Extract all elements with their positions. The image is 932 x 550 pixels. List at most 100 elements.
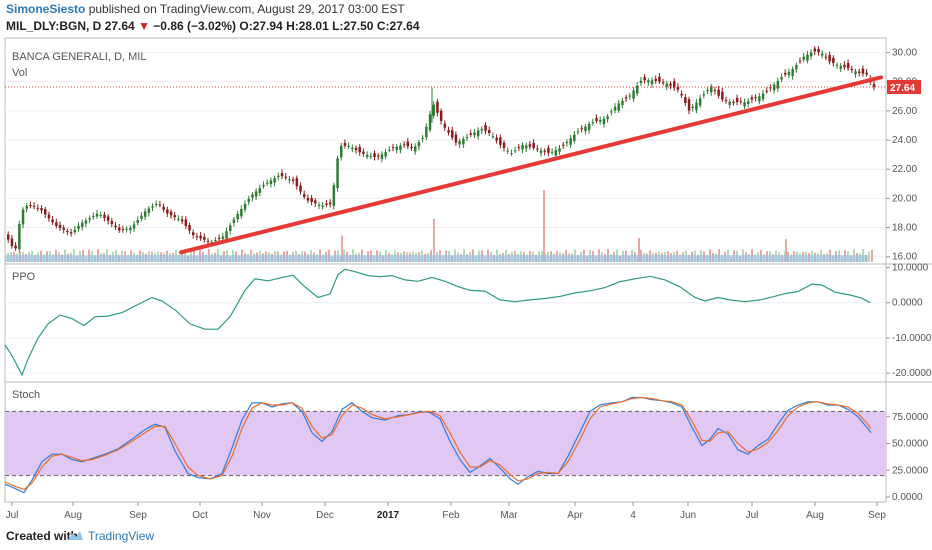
candle-body xyxy=(580,128,583,130)
candle-body xyxy=(661,82,665,84)
stoch-line-k xyxy=(4,396,872,494)
stoch-axis-label: 0.0000 xyxy=(892,492,923,503)
candle-body xyxy=(488,130,491,134)
chart-canvas[interactable]: 16.0018.0020.0022.0024.0026.0028.0030.00… xyxy=(0,36,932,521)
candle-body xyxy=(602,118,606,125)
candle-body xyxy=(266,182,269,184)
candle-body xyxy=(214,240,217,242)
stoch-axis-label: 25.0000 xyxy=(892,465,929,476)
candle-body xyxy=(236,213,239,220)
price-axis-label: 16.00 xyxy=(892,252,917,263)
candle-body xyxy=(358,146,361,153)
candle-body xyxy=(325,203,328,205)
change-value: −0.86 (−3.02%) xyxy=(153,19,237,33)
candle-body xyxy=(691,106,694,109)
candle-body xyxy=(169,211,173,216)
candle-body xyxy=(517,147,521,149)
stoch-band xyxy=(5,411,886,476)
candle-body xyxy=(328,202,332,205)
candle-body xyxy=(628,95,632,97)
candle-body xyxy=(217,237,221,239)
x-axis-label: Aug xyxy=(806,510,824,521)
x-axis-label: Sep xyxy=(868,510,886,521)
volume-bar xyxy=(638,238,640,262)
x-axis-label: Dec xyxy=(316,510,334,521)
candle-body xyxy=(591,122,595,124)
chart-header: SimoneSiesto published on TradingView.co… xyxy=(0,0,932,36)
candle-body xyxy=(10,238,14,247)
candle-body xyxy=(44,209,47,215)
candle-body xyxy=(698,98,702,106)
candle-body xyxy=(865,72,868,75)
candle-body xyxy=(114,225,117,228)
candle-body xyxy=(621,100,624,106)
last-price-label: 27.64 xyxy=(890,83,915,94)
candle-body xyxy=(458,141,461,145)
candle-body xyxy=(58,224,62,228)
candle-body xyxy=(813,48,817,52)
candle-body xyxy=(299,185,302,192)
candle-body xyxy=(639,80,643,83)
candle-body xyxy=(40,208,43,211)
candle-body xyxy=(84,220,88,224)
candle-body xyxy=(710,86,713,93)
candle-body xyxy=(454,134,458,143)
volume-bar xyxy=(341,235,343,262)
candle-body xyxy=(125,228,128,230)
x-axis-label: Mar xyxy=(500,510,518,521)
price-axis-label: 20.00 xyxy=(892,193,917,204)
candle-body xyxy=(798,60,802,62)
close-label: C:27.64 xyxy=(376,19,420,33)
candle-body xyxy=(110,220,114,224)
x-axis-label: 4 xyxy=(630,510,636,521)
candle-body xyxy=(832,57,835,64)
candle-body xyxy=(284,176,287,178)
candle-body xyxy=(643,77,646,81)
candle-body xyxy=(158,204,162,206)
candle-body xyxy=(136,219,139,223)
candle-body xyxy=(558,148,561,152)
candle-body xyxy=(828,54,831,62)
candle-body xyxy=(702,94,706,96)
candle-body xyxy=(251,194,254,198)
x-axis-label: Jul xyxy=(746,510,759,521)
candle-body xyxy=(99,214,102,216)
tradingview-brand-link[interactable]: TradingView xyxy=(88,529,155,543)
candle-body xyxy=(351,147,354,149)
candle-body xyxy=(743,102,746,107)
stoch-axis-label: 50.0000 xyxy=(892,439,929,450)
candle-body xyxy=(636,85,639,94)
candle-body xyxy=(180,219,184,222)
candle-body xyxy=(817,48,820,53)
x-axis-label: Nov xyxy=(253,510,271,521)
candle-body xyxy=(206,241,210,243)
candle-body xyxy=(499,137,502,145)
candle-body xyxy=(188,224,191,231)
candle-body xyxy=(439,110,443,121)
candle-body xyxy=(665,83,669,87)
candle-body xyxy=(647,80,650,83)
candle-body xyxy=(562,144,565,146)
candle-body xyxy=(632,90,635,99)
candle-body xyxy=(118,227,121,231)
volume-bar xyxy=(785,239,787,262)
candle-body xyxy=(391,147,395,149)
candle-body xyxy=(414,146,417,152)
candle-body xyxy=(554,149,558,156)
candle-body xyxy=(77,225,80,229)
candle-body xyxy=(388,149,391,151)
candle-body xyxy=(465,136,469,138)
high-label: H:28.01 xyxy=(286,19,329,33)
candle-body xyxy=(362,151,365,154)
volume-bar xyxy=(433,218,435,262)
candle-body xyxy=(25,205,28,209)
candle-body xyxy=(303,194,306,197)
candle-body xyxy=(88,218,91,220)
candle-body xyxy=(821,53,824,56)
candle-body xyxy=(447,130,450,133)
candle-body xyxy=(684,97,687,103)
author-link[interactable]: SimoneSiesto xyxy=(6,2,86,16)
candle-body xyxy=(343,142,347,146)
ohlc-line: MIL_DLY:BGN, D 27.64 ▼ −0.86 (−3.02%) O:… xyxy=(6,19,420,33)
candle-body xyxy=(432,104,435,116)
